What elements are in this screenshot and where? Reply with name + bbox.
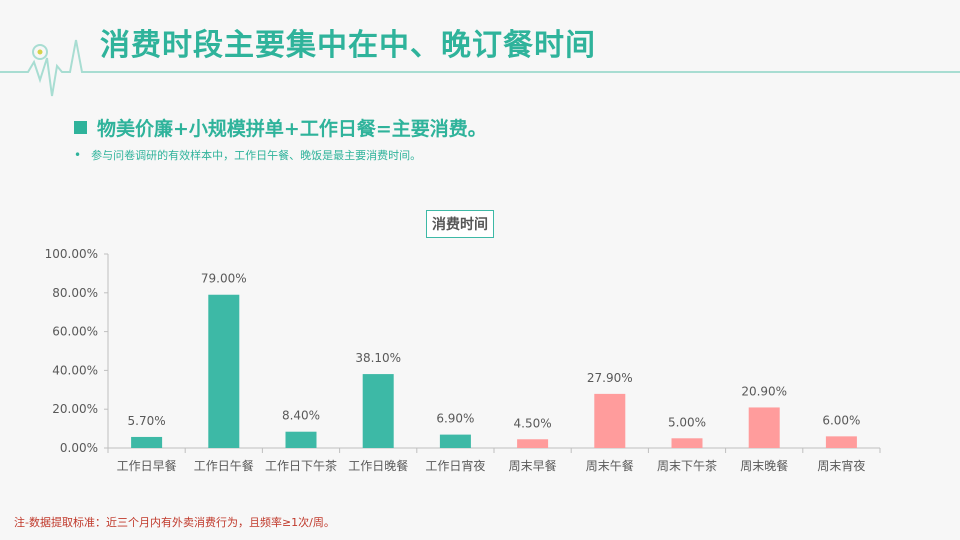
sub-bullet-marker: • <box>74 148 82 162</box>
data-label: 4.50% <box>514 416 552 430</box>
bar <box>362 374 394 448</box>
y-tick-label: 0.00% <box>60 441 98 455</box>
sub-bullet: • 参与问卷调研的有效样本中，工作日午餐、晚饭是最主要消费时间。 <box>74 147 421 163</box>
x-category-label: 周末宵夜 <box>817 458 865 473</box>
chart-title: 消费时间 <box>426 210 494 238</box>
bar <box>517 439 549 448</box>
sub-bullet-text: 参与问卷调研的有效样本中，工作日午餐、晚饭是最主要消费时间。 <box>91 149 422 162</box>
footnote: 注-数据提取标准：近三个月内有外卖消费行为，且频率≥1次/周。 <box>14 516 335 529</box>
heartbeat-line-icon <box>0 39 960 97</box>
y-tick-label: 100.00% <box>45 247 98 261</box>
y-tick-label: 20.00% <box>52 402 98 416</box>
page-title: 消费时段主要集中在中、晚订餐时间 <box>100 28 596 63</box>
bar <box>825 436 857 448</box>
data-label: 5.70% <box>128 414 166 428</box>
data-label: 20.90% <box>741 384 787 398</box>
y-tick-label: 40.00% <box>52 363 98 377</box>
x-category-label: 周末早餐 <box>509 458 557 473</box>
x-category-label: 周末晚餐 <box>740 458 788 473</box>
bar <box>748 407 780 448</box>
bar <box>131 436 163 448</box>
x-category-label: 工作日下午茶 <box>265 458 337 473</box>
y-tick-label: 80.00% <box>52 286 98 300</box>
bar <box>208 294 240 448</box>
data-label: 38.10% <box>355 351 401 365</box>
x-category-label: 周末午餐 <box>586 458 634 473</box>
square-bullet-icon <box>74 120 87 134</box>
x-category-label: 工作日晚餐 <box>348 458 408 473</box>
data-label: 6.00% <box>822 413 860 427</box>
bar <box>439 434 471 448</box>
x-category-label: 工作日宵夜 <box>425 458 485 473</box>
bar <box>671 438 703 448</box>
x-category-label: 工作日午餐 <box>194 458 254 473</box>
main-bullet: 物美价廉+小规模拼单+工作日餐=主要消费。 <box>74 114 487 140</box>
bar <box>285 431 317 448</box>
y-tick-label: 60.00% <box>52 325 98 339</box>
bar <box>594 393 626 448</box>
data-label: 5.00% <box>668 415 706 429</box>
data-label: 27.90% <box>587 371 633 385</box>
data-label: 6.90% <box>436 412 474 426</box>
data-label: 79.00% <box>201 272 247 286</box>
data-label: 8.40% <box>282 409 320 423</box>
x-category-label: 工作日早餐 <box>117 458 177 473</box>
main-bullet-text: 物美价廉+小规模拼单+工作日餐=主要消费。 <box>97 117 487 140</box>
x-category-label: 周末下午茶 <box>657 458 717 473</box>
